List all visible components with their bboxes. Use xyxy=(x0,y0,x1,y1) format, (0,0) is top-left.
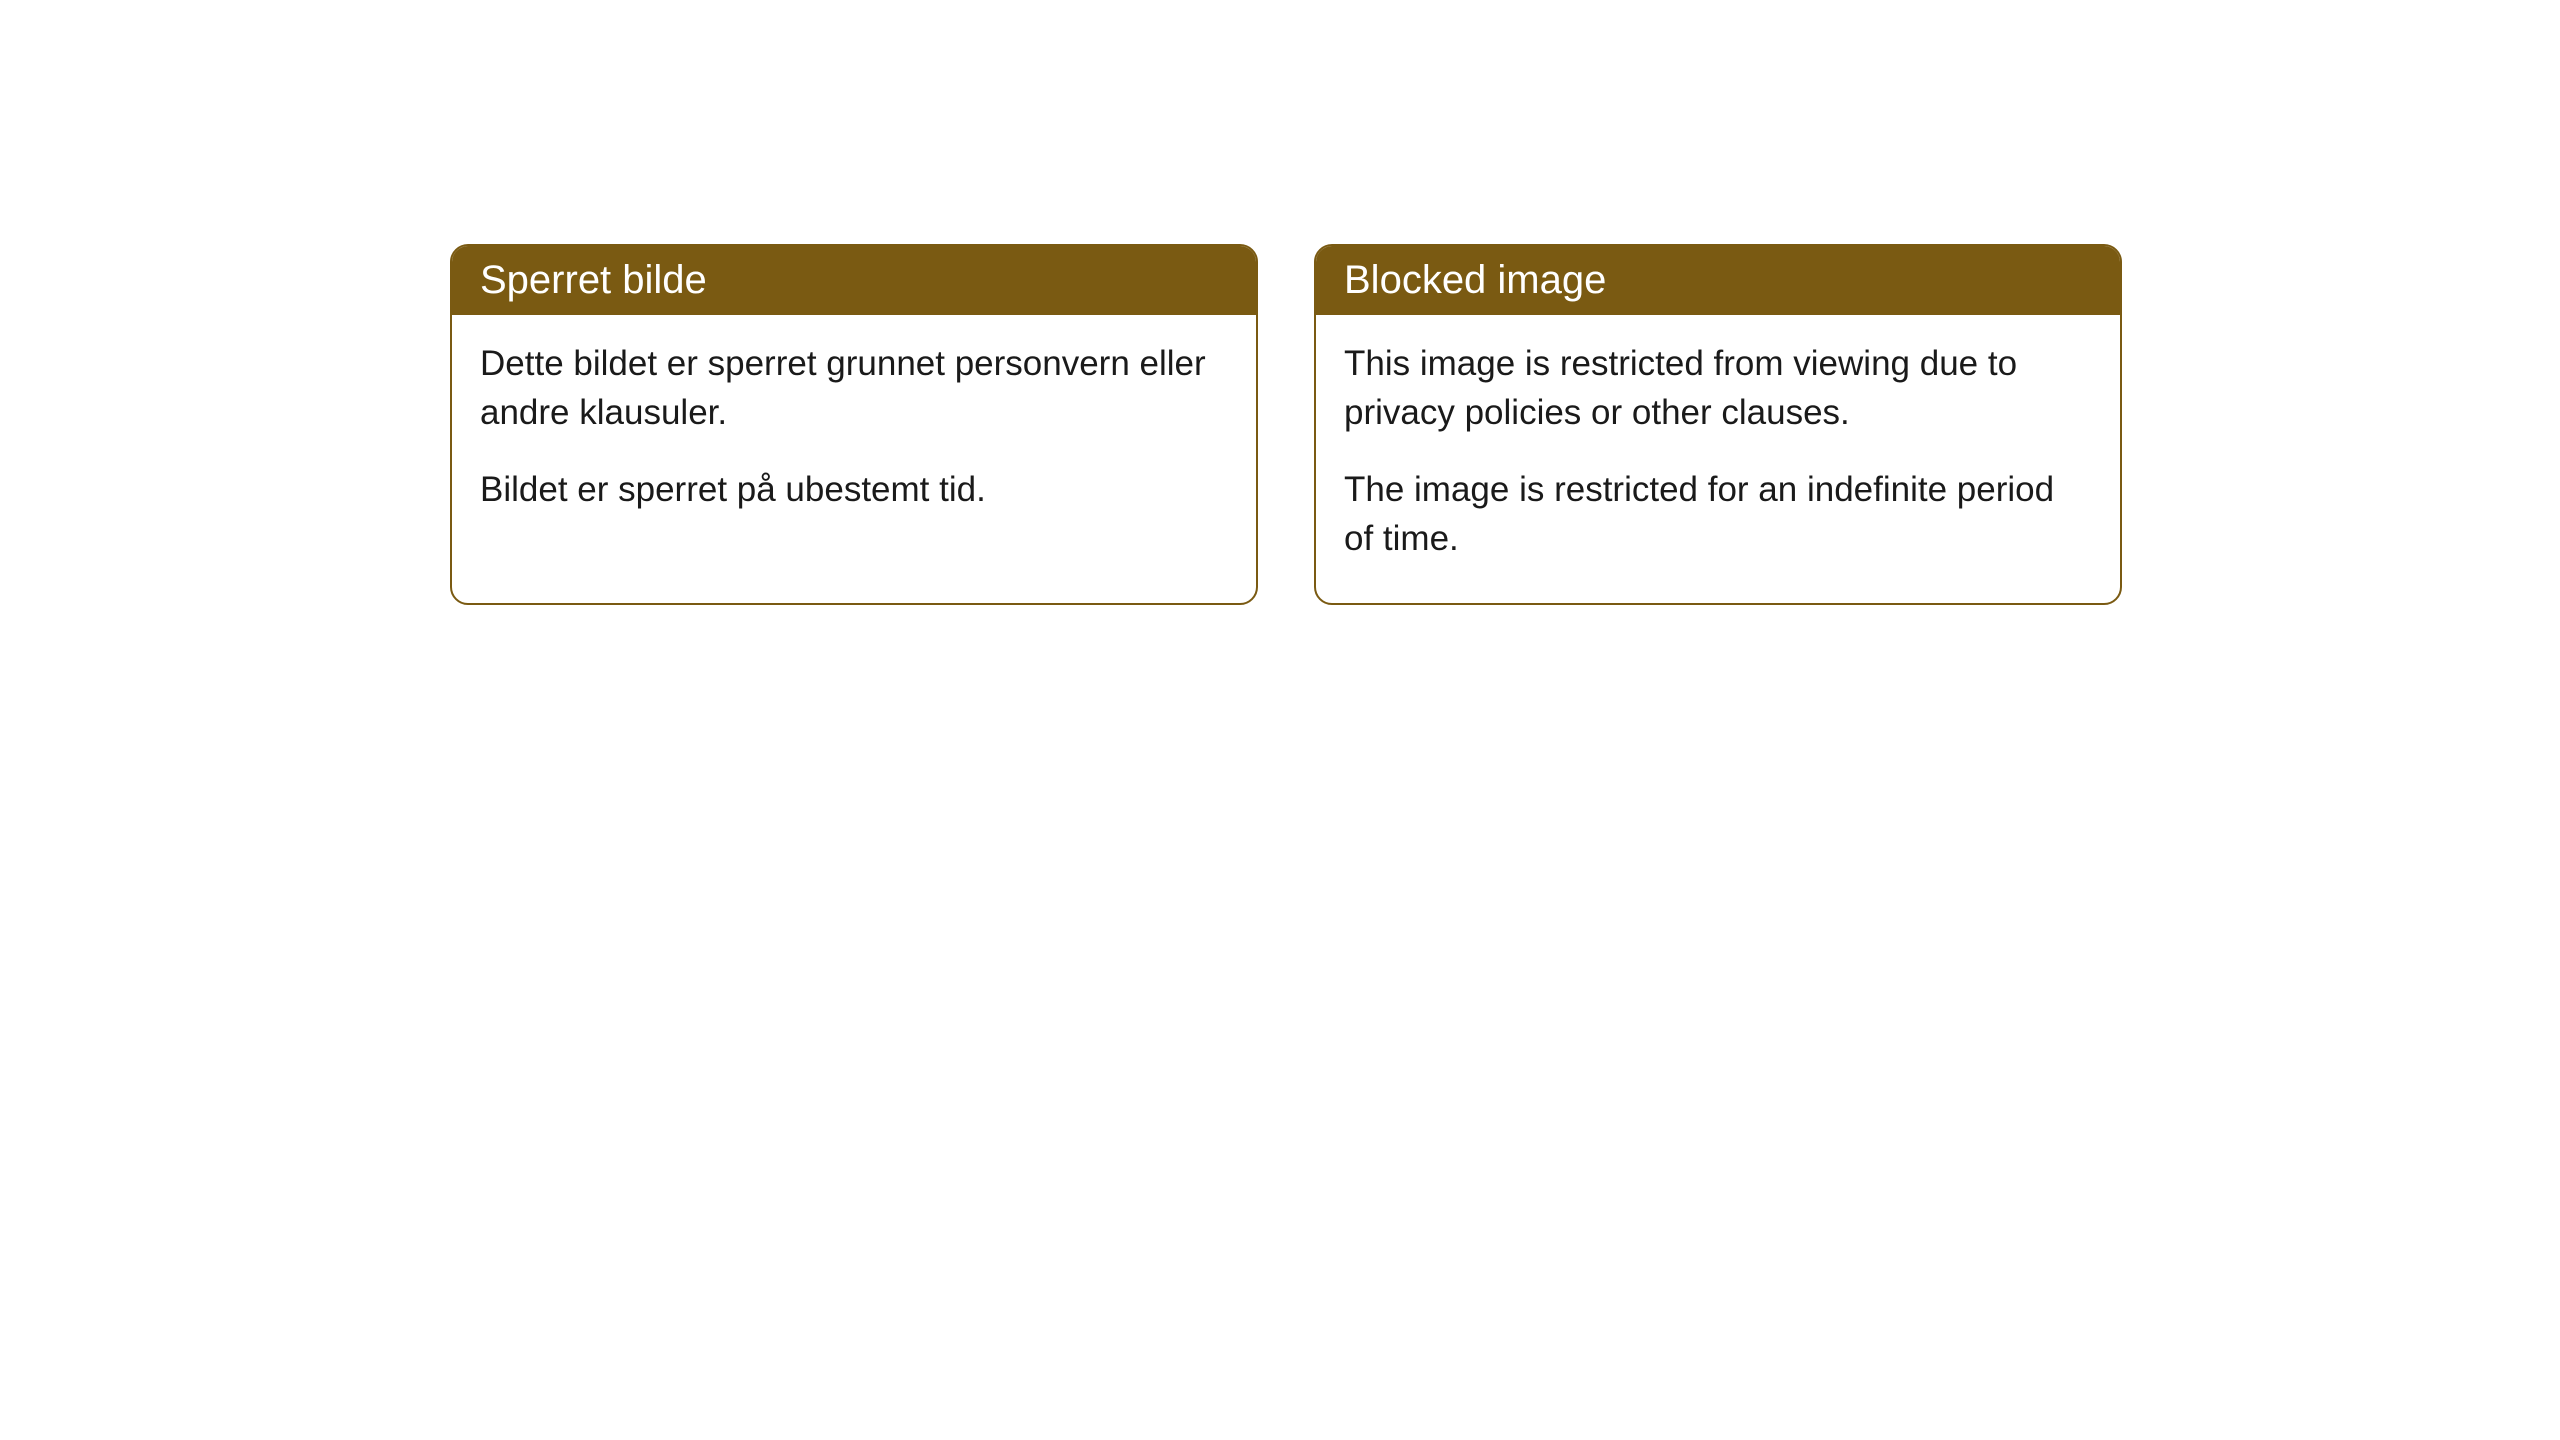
card-title-english: Blocked image xyxy=(1344,258,1606,302)
card-paragraph-2-english: The image is restricted for an indefinit… xyxy=(1344,465,2092,563)
cards-container: Sperret bilde Dette bildet er sperret gr… xyxy=(450,244,2122,605)
card-paragraph-2-norwegian: Bildet er sperret på ubestemt tid. xyxy=(480,465,1228,514)
card-header-english: Blocked image xyxy=(1316,246,2120,315)
card-header-norwegian: Sperret bilde xyxy=(452,246,1256,315)
card-body-english: This image is restricted from viewing du… xyxy=(1316,315,2120,603)
card-paragraph-1-english: This image is restricted from viewing du… xyxy=(1344,339,2092,437)
card-english: Blocked image This image is restricted f… xyxy=(1314,244,2122,605)
card-paragraph-1-norwegian: Dette bildet er sperret grunnet personve… xyxy=(480,339,1228,437)
card-body-norwegian: Dette bildet er sperret grunnet personve… xyxy=(452,315,1256,554)
card-norwegian: Sperret bilde Dette bildet er sperret gr… xyxy=(450,244,1258,605)
card-title-norwegian: Sperret bilde xyxy=(480,258,707,302)
